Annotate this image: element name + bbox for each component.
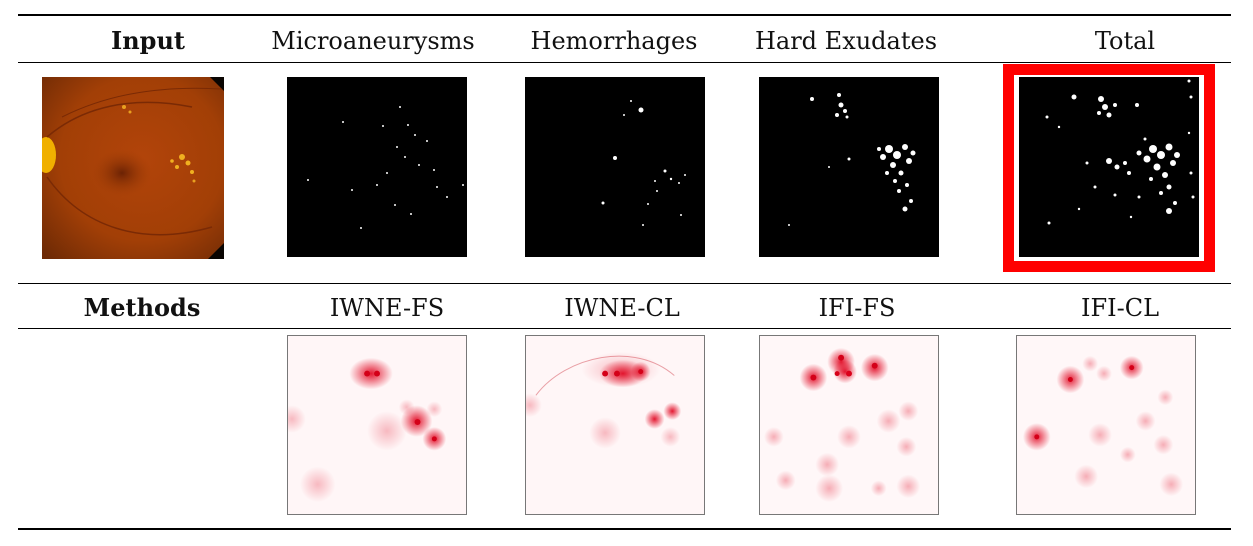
mask-microaneurysms: [287, 77, 467, 257]
input-header: Input: [111, 26, 185, 55]
header-rule-bottom: [18, 328, 1231, 329]
highlight-box: [1003, 64, 1215, 272]
heatmap-ifi-cl: [1016, 335, 1196, 515]
table-top-rule: [18, 14, 1231, 16]
heatmap-iwne-cl: [525, 335, 705, 515]
header-rule-top: [18, 62, 1231, 63]
col-header-iwne-cl: IWNE-CL: [564, 294, 680, 322]
col-header-iwne-fs: IWNE-FS: [329, 294, 445, 322]
methods-header: Methods: [83, 293, 201, 322]
mask-hard-exudates: [759, 77, 939, 257]
col-header-ifi-fs: IFI-FS: [818, 294, 896, 322]
mask-total: [1019, 77, 1199, 257]
section-rule: [18, 283, 1231, 284]
heatmap-ifi-fs: [759, 335, 939, 515]
table-bottom-rule: [18, 528, 1231, 530]
heatmap-iwne-fs: [287, 335, 467, 515]
col-header-total: Total: [1094, 27, 1156, 55]
col-header-hard-exudates: Hard Exudates: [754, 27, 938, 55]
col-header-ifi-cl: IFI-CL: [1080, 294, 1160, 322]
col-header-microaneurysms: Microaneurysms: [271, 27, 475, 55]
col-header-hemorrhages: Hemorrhages: [530, 27, 698, 55]
mask-hemorrhages: [525, 77, 705, 257]
fundus-image: [42, 77, 224, 259]
